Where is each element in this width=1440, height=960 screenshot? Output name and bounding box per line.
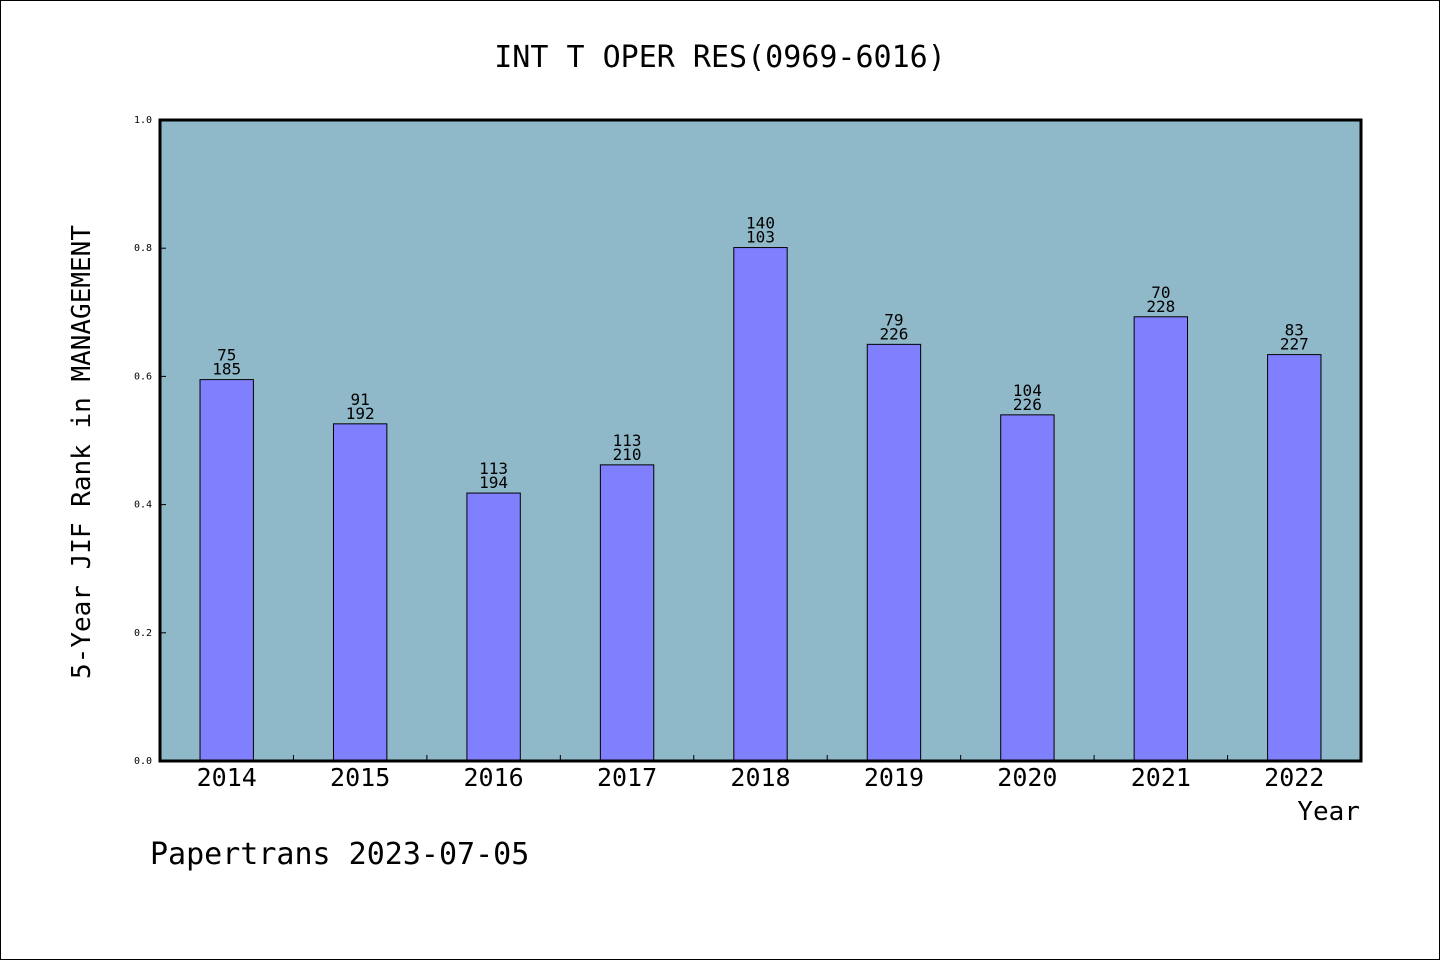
bar-2021 xyxy=(1133,316,1189,762)
y-tick-label-0.0: 0.0 xyxy=(134,756,152,767)
bar-label-bottom-2022: 227 xyxy=(1280,335,1309,354)
x-axis-title: Year xyxy=(1297,797,1360,827)
bar-labels-layer: 7518591192113194113210140103792261042267… xyxy=(212,214,1308,493)
bar-label-bottom-2019: 226 xyxy=(879,324,908,343)
x-tick-label-2017: 2017 xyxy=(597,763,657,792)
bar-2016 xyxy=(466,492,521,762)
y-tick-label-0.4: 0.4 xyxy=(134,500,152,511)
bar-label-top-2014: 75 xyxy=(217,346,236,365)
bar-label-bottom-2020: 226 xyxy=(1013,395,1042,414)
bar-2015 xyxy=(332,423,388,762)
x-tick-label-2014: 2014 xyxy=(197,763,257,792)
x-tick-label-2020: 2020 xyxy=(997,763,1057,792)
bar-label-bottom-2016: 194 xyxy=(479,473,508,492)
bar-label-top-2018: 140 xyxy=(746,214,775,233)
bar-label-top-2015: 91 xyxy=(351,390,370,409)
y-tick-label-1.0: 1.0 xyxy=(134,115,152,126)
x-tick-label-2018: 2018 xyxy=(730,763,790,792)
bar-label-bottom-2017: 210 xyxy=(613,445,642,464)
plot-border xyxy=(158,118,1363,763)
bar-label-top-2017: 113 xyxy=(613,431,642,450)
x-axis: 2014 2015 2016 2017 2018 2019 2020 2021 2022 xyxy=(197,755,1324,792)
bar-2018 xyxy=(733,247,788,762)
bar-label-bottom-2015: 192 xyxy=(346,404,375,423)
x-tick-label-2015: 2015 xyxy=(330,763,390,792)
y-tick-label-0.2: 0.2 xyxy=(134,628,152,639)
bar-2014 xyxy=(199,379,254,762)
x-tick-label-2019: 2019 xyxy=(864,763,924,792)
bar-2020 xyxy=(1000,414,1055,762)
bar-2022 xyxy=(1267,354,1322,762)
bar-label-top-2016: 113 xyxy=(479,459,508,478)
bar-2019 xyxy=(866,343,922,762)
x-tick-label-2021: 2021 xyxy=(1131,763,1191,792)
bar-label-bottom-2021: 228 xyxy=(1146,297,1175,316)
bars-layer xyxy=(199,247,1322,762)
bar-label-top-2020: 104 xyxy=(1013,381,1042,400)
y-tick-label-0.6: 0.6 xyxy=(134,371,152,382)
bar-label-bottom-2018: 103 xyxy=(746,228,775,247)
y-tick-label-0.8: 0.8 xyxy=(134,243,152,254)
chart-title: INT T OPER RES(0969-6016) xyxy=(494,40,946,75)
bar-label-bottom-2014: 185 xyxy=(212,360,241,379)
x-tick-label-2016: 2016 xyxy=(464,763,524,792)
bar-label-top-2019: 79 xyxy=(884,310,903,329)
y-axis-title: 5-Year JIF Rank in MANAGEMENT xyxy=(67,225,97,679)
bar-label-top-2022: 83 xyxy=(1285,321,1304,340)
footer-source-date: Papertrans 2023-07-05 xyxy=(150,837,529,872)
x-tick-label-2022: 2022 xyxy=(1264,763,1324,792)
bar-label-top-2021: 70 xyxy=(1151,283,1170,302)
bar-2017 xyxy=(599,464,655,762)
